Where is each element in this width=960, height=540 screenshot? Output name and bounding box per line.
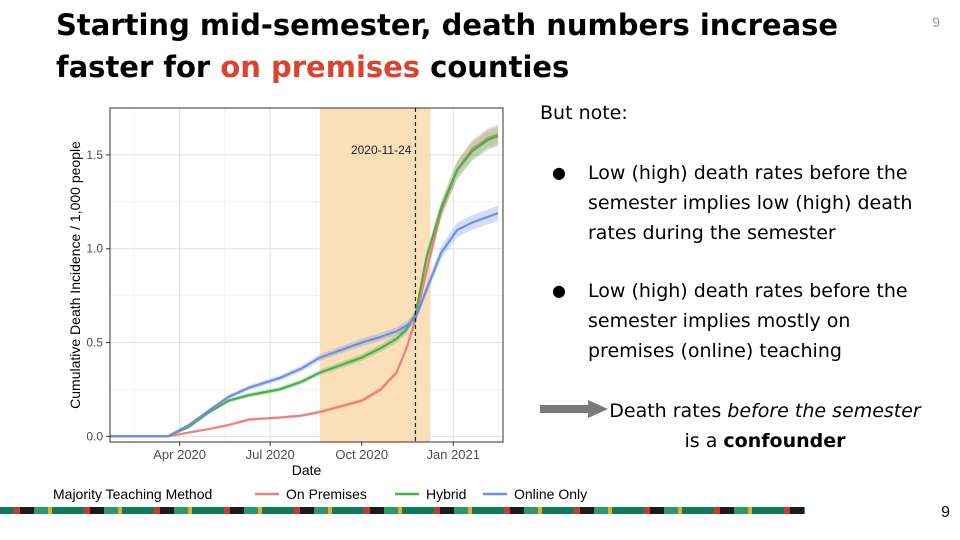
conclusion-prefix: Death rates: [609, 400, 728, 422]
slide-title: Starting mid-semester, death numbers inc…: [56, 4, 896, 88]
x-tick-label: Jan 2021: [427, 447, 481, 462]
x-tick-label: Oct 2020: [335, 447, 388, 462]
y-tick-label: 1.0: [86, 242, 103, 256]
plot-panel: [109, 107, 504, 443]
chart-container: 2020-11-24 0.0 0.5 1.0 1.5 Apr 2020 Jul 2020 Oc…: [50, 90, 610, 510]
plot-border: [109, 107, 504, 443]
series-line: [110, 135, 499, 438]
semester-shade-overlay: [319, 108, 431, 442]
bullet-dot-icon: ●: [552, 163, 566, 182]
legend-entry: Online Only: [514, 486, 587, 502]
legend-entry: On Premises: [286, 486, 367, 502]
title-highlight: on premises: [220, 50, 421, 84]
title-part2: counties: [420, 50, 570, 84]
notes-heading: But note:: [540, 102, 628, 124]
y-tick-label: 1.5: [86, 148, 103, 162]
conclusion-text: Death rates before the semester is a con…: [600, 396, 930, 456]
x-tick-label: Apr 2020: [153, 447, 206, 462]
date-marker-label: 2020-11-24: [351, 143, 412, 157]
line-chart: 2020-11-24 0.0 0.5 1.0 1.5 Apr 2020 Jul 2020 Oc…: [53, 107, 587, 502]
title-part1: Starting mid-semester, death numbers inc…: [56, 8, 839, 84]
bullet-text: Low (high) death rates before the semest…: [588, 162, 913, 244]
conclusion-mid: is a: [684, 430, 724, 452]
bullet-text: Low (high) death rates before the semest…: [588, 280, 908, 362]
conclusion-bold: confounder: [723, 430, 846, 452]
conclusion-italic: before the semester: [727, 400, 921, 422]
x-tick-label: Jul 2020: [246, 447, 295, 462]
page-number-bottom: 9: [941, 504, 950, 521]
series-line: [110, 212, 499, 438]
y-tick-label: 0.0: [86, 429, 103, 443]
y-axis-label: Cumulative Death Incidence / 1,000 peopl…: [67, 141, 83, 409]
y-tick-label: 0.5: [86, 336, 103, 350]
bullet-dot-icon: ●: [552, 281, 566, 300]
legend-title: Majority Teaching Method: [53, 486, 212, 502]
legend-entry: Hybrid: [426, 486, 466, 502]
decorative-stripe: [0, 507, 805, 514]
x-axis-label: Date: [292, 462, 322, 478]
right-arrow-icon: [540, 400, 608, 418]
page-number-top: 9: [932, 14, 940, 30]
